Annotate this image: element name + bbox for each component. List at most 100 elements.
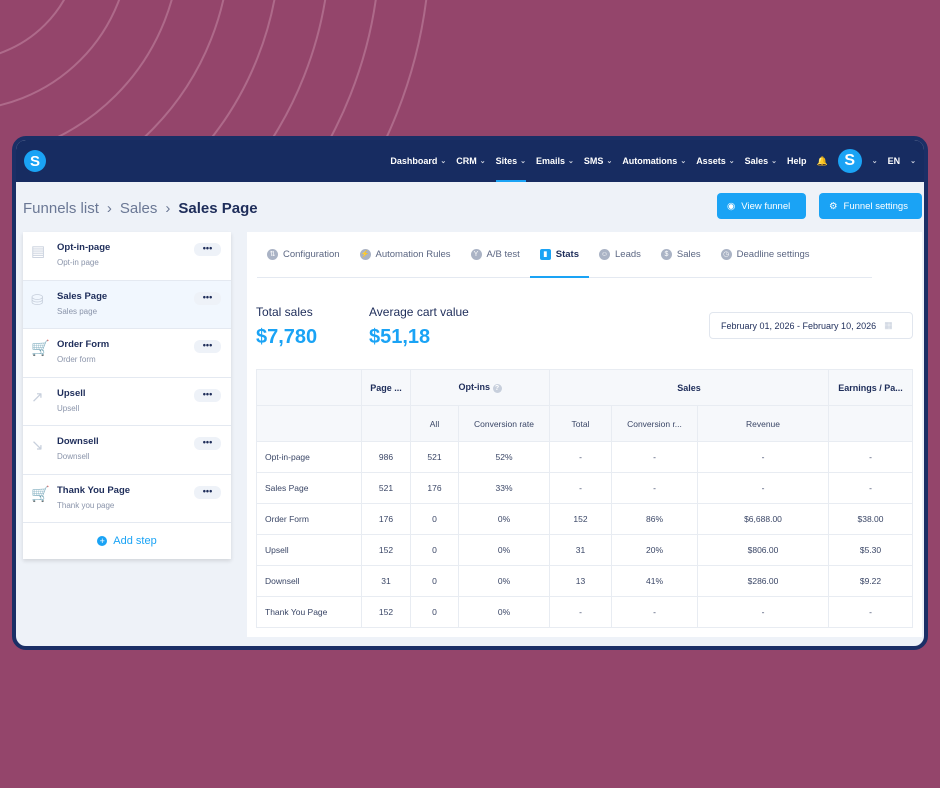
table-cell: 0: [410, 565, 459, 597]
step-item[interactable]: 🛒 Order Form Order form •••: [23, 329, 231, 378]
more-options-button[interactable]: •••: [194, 485, 221, 499]
tab-label: Leads: [615, 249, 641, 260]
tab-label: Deadline settings: [736, 249, 810, 260]
table-cell: 0: [410, 596, 459, 628]
nav-item-crm[interactable]: CRM ⌄: [456, 140, 485, 182]
step-item[interactable]: ↗ Upsell Upsell •••: [23, 378, 231, 426]
nav-item-label: Sales: [744, 156, 769, 166]
avatar[interactable]: S: [837, 149, 862, 173]
header-empty: [361, 405, 411, 442]
chevron-down-icon[interactable]: ⌄: [871, 158, 878, 165]
step-item[interactable]: ↘ Downsell Downsell •••: [23, 426, 231, 475]
total-sales-label: Total sales: [256, 305, 313, 319]
step-icon: ⛁: [31, 291, 44, 309]
chevron-right-icon: ›: [165, 200, 171, 217]
table-cell: Order Form: [256, 503, 362, 535]
table-cell: 986: [361, 441, 411, 473]
step-title: Sales Page: [57, 290, 108, 302]
nav-item-dashboard[interactable]: Dashboard ⌄: [390, 140, 446, 182]
chevron-down-icon[interactable]: ⌄: [910, 158, 916, 165]
nav-item-sms[interactable]: SMS ⌄: [584, 140, 612, 182]
table-cell: -: [828, 472, 913, 504]
table-cell: 31: [549, 534, 612, 566]
more-options-button[interactable]: •••: [194, 388, 221, 402]
view-funnel-label: View funnel: [741, 200, 791, 212]
tab-automation-rules[interactable]: ⚡ Automation Rules: [350, 232, 461, 277]
tab-stats[interactable]: ▮ Stats: [529, 232, 590, 278]
nav-item-label: Sites: [495, 156, 518, 166]
tab-icon: $: [660, 249, 672, 260]
chevron-down-icon: ⌄: [479, 158, 486, 165]
table-cell: $9.22: [828, 565, 913, 597]
table-cell: Downsell: [256, 565, 362, 597]
nav-item-assets[interactable]: Assets ⌄: [696, 140, 734, 182]
table-cell: -: [611, 596, 698, 628]
tab-deadline-settings[interactable]: ◷ Deadline settings: [711, 232, 820, 277]
chevron-down-icon: ⌄: [606, 158, 613, 165]
more-options-button[interactable]: •••: [194, 243, 221, 256]
tab-configuration[interactable]: ⇅ Configuration: [257, 232, 350, 277]
tab-icon: Y: [470, 249, 482, 260]
nav-item-label: Automations: [622, 156, 678, 166]
more-options-button[interactable]: •••: [194, 340, 221, 353]
nav-item-label: Assets: [696, 156, 726, 166]
header-revenue: Revenue: [697, 405, 829, 442]
more-options-button[interactable]: •••: [194, 291, 221, 305]
nav-item-sites[interactable]: Sites ⌄: [495, 140, 527, 182]
help-icon[interactable]: ?: [492, 384, 502, 393]
table-cell: -: [828, 596, 913, 628]
table-cell: -: [549, 441, 612, 473]
average-cart: Average cart value $51,18: [369, 305, 469, 349]
table-cell: Opt-in-page: [256, 441, 362, 473]
tab-sales[interactable]: $ Sales: [651, 232, 711, 277]
tab-a-b-test[interactable]: Y A/B test: [461, 232, 530, 277]
header-earnings: Earnings / Pa...: [828, 369, 913, 406]
tab-icon: ⇅: [267, 249, 278, 260]
total-sales: Total sales $7,780: [256, 305, 317, 349]
table-cell: 20%: [611, 534, 698, 566]
table-cell: 41%: [611, 565, 698, 597]
view-funnel-button[interactable]: ◉ View funnel: [717, 193, 806, 219]
table-cell: $286.00: [697, 565, 829, 597]
funnel-settings-button[interactable]: ⚙ Funnel settings: [819, 193, 922, 219]
nav-item-emails[interactable]: Emails ⌄: [536, 140, 574, 182]
funnel-settings-label: Funnel settings: [843, 200, 908, 212]
step-title: Order Form: [57, 339, 110, 350]
step-subtitle: Upsell: [57, 403, 80, 413]
breadcrumb-sales[interactable]: Sales: [119, 200, 158, 217]
table-cell: 86%: [611, 503, 698, 535]
tab-label: Sales: [676, 249, 701, 260]
step-subtitle: Order form: [57, 355, 96, 364]
table-cell: $38.00: [828, 503, 913, 535]
page-title: Sales Page: [178, 200, 258, 217]
stats-table: Page ... Opt-ins ? Sales Earnings / Pa... A…: [256, 369, 913, 628]
logo[interactable]: S: [24, 150, 46, 172]
breadcrumb-funnels-list[interactable]: Funnels list: [23, 200, 99, 217]
table-cell: -: [828, 441, 913, 473]
nav-item-sales[interactable]: Sales ⌄: [745, 140, 777, 182]
table-cell: -: [611, 441, 698, 473]
tab-leads[interactable]: ☺ Leads: [589, 232, 651, 277]
step-item[interactable]: 🛒 Thank You Page Thank you page •••: [23, 475, 231, 523]
nav-item-automations[interactable]: Automations ⌄: [622, 140, 686, 182]
table-cell: $806.00: [697, 534, 829, 566]
table-cell: -: [611, 472, 698, 504]
table-cell: 152: [361, 596, 411, 628]
date-range-picker[interactable]: February 01, 2026 - February 10, 2026 ▦: [709, 312, 913, 339]
table-row: Upsell 152 0 0% 31 20% $806.00 $5.30: [256, 534, 913, 566]
add-step-button[interactable]: + Add step: [23, 523, 231, 559]
tab-icon: ⚡: [359, 249, 371, 260]
table-cell: -: [697, 596, 829, 628]
table-cell: 0: [410, 534, 459, 566]
bell-icon[interactable]: 🔔: [816, 155, 828, 166]
step-title: Downsell: [57, 436, 99, 447]
header-sales-conversion: Conversion r...: [611, 405, 698, 442]
nav-help[interactable]: Help: [787, 156, 807, 166]
more-options-button[interactable]: •••: [194, 437, 221, 450]
table-cell: 0%: [458, 565, 550, 597]
step-item[interactable]: ▤ Opt-in-page Opt-in page •••: [23, 232, 231, 281]
chevron-down-icon: ⌄: [568, 158, 574, 165]
language-selector[interactable]: EN: [887, 156, 901, 166]
table-row: Order Form 176 0 0% 152 86% $6,688.00 $38.00: [256, 503, 913, 535]
step-item[interactable]: ⛁ Sales Page Sales page •••: [23, 280, 231, 329]
